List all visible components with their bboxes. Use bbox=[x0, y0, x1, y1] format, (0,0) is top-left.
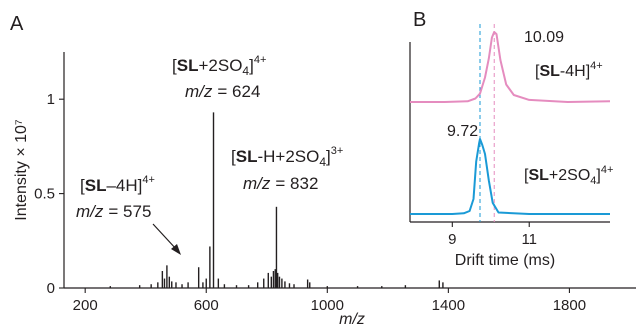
annotation-1-mz: m/z = 624 bbox=[185, 82, 260, 101]
panel-a-x-axis-label: m/z bbox=[339, 311, 365, 328]
y-tick-label: 0.5 bbox=[34, 186, 55, 203]
panel-b-ticks: 9 11 bbox=[448, 222, 537, 248]
drift-trace-line bbox=[410, 31, 611, 103]
annotation-3-mz: m/z = 575 bbox=[76, 202, 151, 221]
panel-b-axes bbox=[409, 42, 610, 223]
panel-a-peaks bbox=[109, 112, 444, 288]
drift-trace-line bbox=[410, 138, 610, 215]
panel-a-ticks: 200 600 1000 1400 1800 0 0.5 1 bbox=[34, 91, 586, 314]
panel-b-x-axis-label: Drift time (ms) bbox=[455, 252, 555, 269]
annotation-2-ion: [SL-H+2SO4]3+ bbox=[231, 145, 343, 169]
y-tick-label: 1 bbox=[47, 91, 55, 108]
annotation-sl-2so4: [SL+2SO4]4+ m/z = 624 bbox=[172, 54, 266, 101]
panel-b-label: B bbox=[413, 9, 426, 31]
annotation-sl-h-2so4: [SL-H+2SO4]3+ m/z = 832 bbox=[231, 145, 343, 193]
annotation-1-ion: [SL+2SO4]4+ bbox=[172, 54, 266, 78]
annotation-sl-4h: [SL–4H]4+ m/z = 575 bbox=[76, 174, 155, 221]
x-tick-label: 600 bbox=[194, 297, 219, 314]
x-tick-label: 11 bbox=[521, 231, 537, 248]
x-tick-label: 1800 bbox=[553, 297, 586, 314]
panel-a-label: A bbox=[10, 13, 24, 35]
annotation-3-ion: [SL–4H]4+ bbox=[80, 174, 155, 195]
y-tick-label: 0 bbox=[47, 280, 55, 297]
panel-a-axes bbox=[63, 52, 636, 289]
x-tick-label: 1400 bbox=[432, 297, 465, 314]
panel-b-reference-lines bbox=[479, 24, 495, 222]
annotation-2-mz: m/z = 832 bbox=[243, 174, 318, 193]
series-1-peak-label: 10.09 bbox=[524, 29, 564, 46]
x-tick-label: 1000 bbox=[311, 297, 344, 314]
x-tick-label: 200 bbox=[73, 297, 98, 314]
annotation-3-arrow bbox=[152, 223, 181, 255]
series-1-label: [SL-4H]4+ bbox=[535, 60, 603, 80]
panel-a-y-axis-label: Intensity × 10⁷ bbox=[13, 119, 30, 221]
series-2-peak-label: 9.72 bbox=[447, 123, 478, 140]
series-2-label: [SL+2SO4]4+ bbox=[524, 164, 613, 187]
panel-b-series bbox=[410, 31, 611, 215]
x-tick-label: 9 bbox=[448, 231, 456, 248]
